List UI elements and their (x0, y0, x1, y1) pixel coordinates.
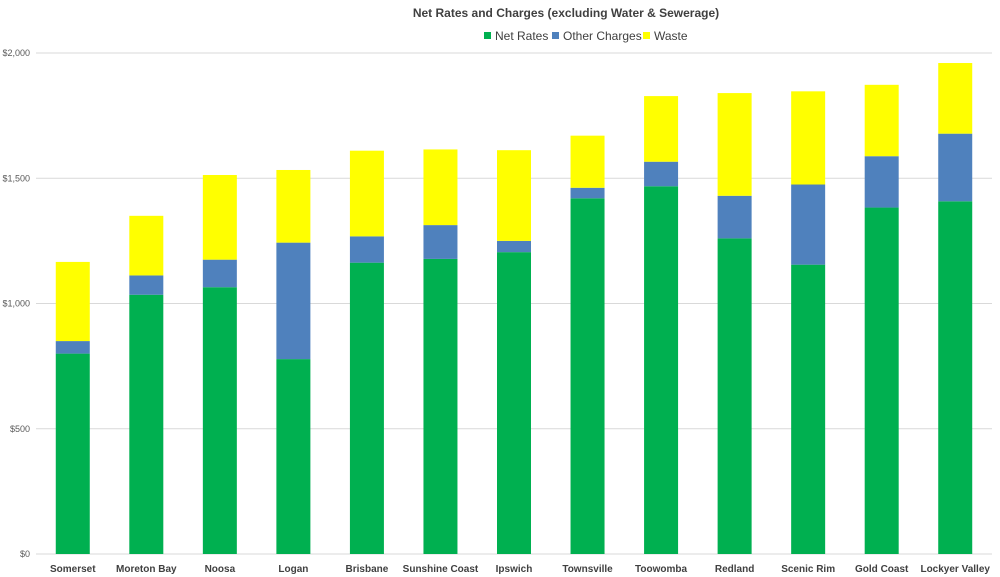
bar-segment-net-rates-townsville (570, 198, 605, 555)
y-axis: $0 $500 $1,000 $1,500 $2,000 (2, 48, 30, 559)
y-tick-label: $2,000 (2, 48, 30, 58)
bar-segment-waste-sunshine-coast (423, 149, 458, 226)
y-tick-label: $1,000 (2, 299, 30, 309)
bar-segment-other-charges-redland (717, 195, 752, 239)
x-category-label: Lockyer Valley (920, 564, 990, 575)
x-category-label: Logan (278, 564, 308, 575)
bar-segment-waste-noosa (202, 174, 237, 260)
bar-segment-net-rates-brisbane (349, 262, 384, 554)
bar-segment-other-charges-gold-coast (864, 156, 899, 208)
x-category-label: Scenic Rim (781, 564, 835, 575)
bar-segment-waste-scenic-rim (791, 91, 826, 185)
chart-legend: Net Rates Other Charges Waste (484, 29, 688, 43)
bar-segment-net-rates-gold-coast (864, 207, 899, 554)
bar-segment-net-rates-moreton-bay (129, 294, 164, 554)
bar-segment-other-charges-scenic-rim (791, 184, 826, 265)
bar-segment-waste-gold-coast (864, 84, 899, 157)
bar-segment-waste-lockyer-valley (938, 63, 973, 134)
y-tick-label: $0 (20, 549, 30, 559)
x-category-label: Ipswich (496, 564, 533, 575)
x-axis: Somerset Moreton Bay Noosa Logan Brisbane Sun… (50, 564, 990, 575)
bar-segment-net-rates-redland (717, 238, 752, 554)
legend-label-net-rates: Net Rates (495, 29, 548, 43)
bar-segment-other-charges-townsville (570, 187, 605, 199)
bar-segment-other-charges-sunshine-coast (423, 225, 458, 259)
bar-segment-net-rates-lockyer-valley (938, 201, 973, 554)
legend-label-waste: Waste (654, 29, 688, 43)
legend-swatch-waste (643, 32, 650, 39)
bar-segment-waste-redland (717, 93, 752, 196)
bar-segment-net-rates-sunshine-coast (423, 258, 458, 554)
bar-segment-waste-toowomba (644, 96, 679, 162)
legend-swatch-net-rates (484, 32, 491, 39)
bar-segment-net-rates-ipswich (497, 252, 531, 554)
legend-label-other-charges: Other Charges (563, 29, 642, 43)
bar-segment-net-rates-logan (276, 359, 311, 554)
x-category-label: Gold Coast (855, 564, 909, 575)
bar-segment-waste-townsville (570, 135, 605, 188)
bar-segment-other-charges-logan (276, 242, 311, 360)
bar-segment-net-rates-toowomba (644, 186, 679, 555)
bar-segment-other-charges-noosa (202, 259, 237, 288)
x-category-label: Somerset (50, 564, 96, 575)
bar-segment-waste-moreton-bay (129, 215, 164, 276)
bar-segment-net-rates-scenic-rim (791, 264, 826, 554)
x-category-label: Townsville (562, 564, 613, 575)
bar-segment-other-charges-somerset (55, 341, 90, 354)
x-category-label: Sunshine Coast (403, 564, 479, 575)
legend-swatch-other-charges (552, 32, 559, 39)
bar-segment-waste-ipswich (497, 150, 531, 241)
bar-segment-other-charges-lockyer-valley (938, 133, 973, 202)
chart-title: Net Rates and Charges (excluding Water &… (413, 6, 719, 20)
x-category-label: Moreton Bay (116, 564, 177, 575)
bar-segment-other-charges-toowomba (644, 161, 679, 187)
bar-segment-net-rates-somerset (55, 353, 90, 554)
bar-segment-waste-logan (276, 169, 311, 243)
bar-segment-other-charges-ipswich (497, 240, 531, 253)
bar-segment-net-rates-noosa (202, 287, 237, 554)
bar-segment-other-charges-brisbane (349, 236, 384, 263)
y-tick-label: $1,500 (2, 173, 30, 183)
x-category-label: Redland (715, 564, 754, 575)
x-category-label: Toowomba (635, 564, 687, 575)
bar-segment-waste-brisbane (349, 150, 384, 237)
bar-segment-waste-somerset (55, 261, 90, 342)
x-category-label: Noosa (205, 564, 236, 575)
chart-bars (55, 63, 973, 555)
bar-segment-other-charges-moreton-bay (129, 275, 164, 295)
x-category-label: Brisbane (346, 564, 389, 575)
y-tick-label: $500 (10, 424, 30, 434)
